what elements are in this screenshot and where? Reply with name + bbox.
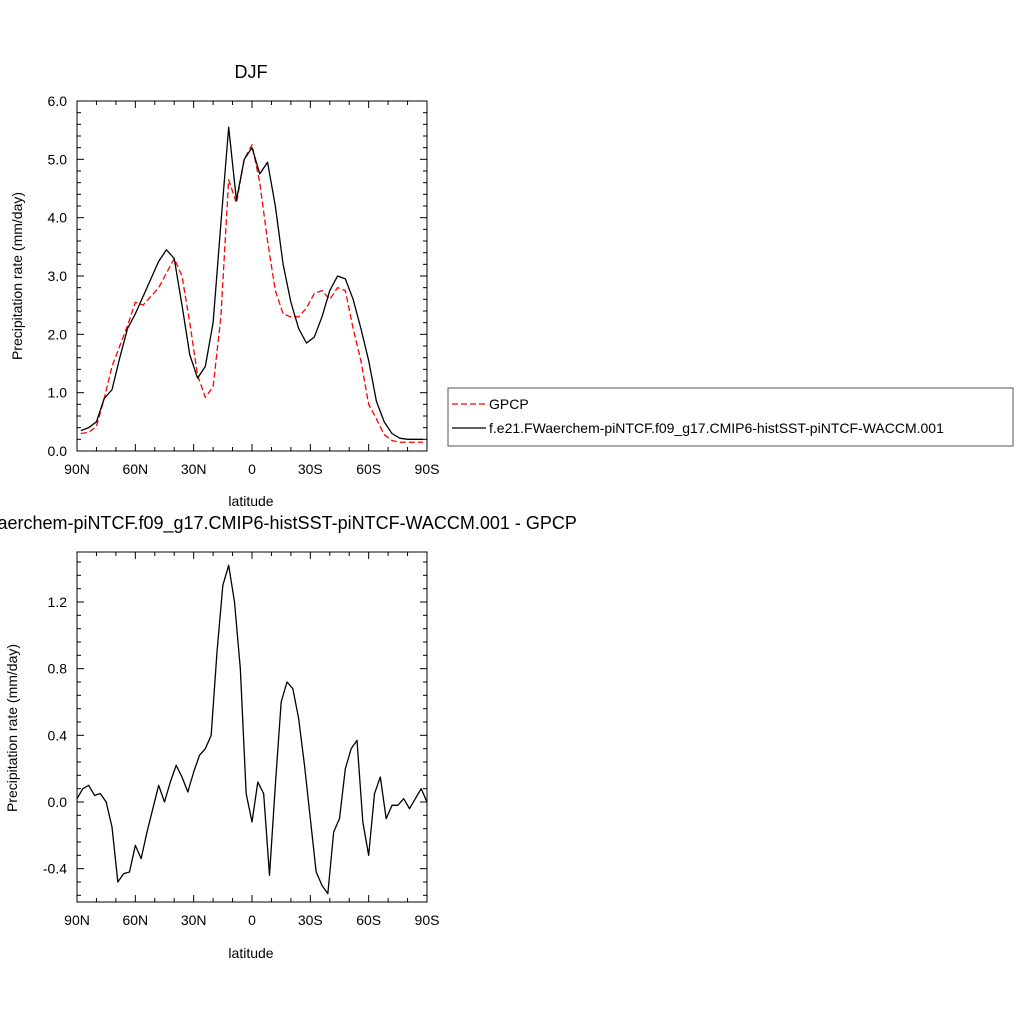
x-tick-label: 30S: [298, 912, 323, 928]
x-tick-label: 30N: [181, 912, 207, 928]
chart-title: f.e21.FWaerchem-piNTCF.f09_g17.CMIP6-his…: [0, 513, 577, 534]
panel-difference: f.e21.FWaerchem-piNTCF.f09_g17.CMIP6-his…: [0, 513, 577, 961]
y-tick-label: 0.0: [48, 794, 68, 810]
legend-label-gpcp: GPCP: [489, 396, 529, 412]
x-tick-label: 0: [248, 461, 256, 477]
y-tick-label: 0.0: [48, 443, 68, 459]
plot-frame: [76, 100, 428, 452]
plot-frame: [76, 551, 428, 903]
y-axis-label: Precipitation rate (mm/day): [4, 644, 20, 812]
y-axis-label: Precipitation rate (mm/day): [9, 192, 25, 360]
x-tick-label: 30N: [181, 461, 207, 477]
x-tick-label: 0: [248, 912, 256, 928]
y-tick-label: 3.0: [48, 268, 68, 284]
x-tick-label: 60S: [356, 912, 381, 928]
y-tick-label: 1.2: [48, 594, 68, 610]
legend-label-model: f.e21.FWaerchem-piNTCF.f09_g17.CMIP6-his…: [489, 420, 944, 436]
y-tick-label: 4.0: [48, 210, 68, 226]
y-tick-label: 0.4: [48, 727, 68, 743]
y-tick-label: 5.0: [48, 151, 68, 167]
chart-title: DJF: [235, 62, 268, 82]
x-tick-label: 60N: [122, 461, 148, 477]
x-axis-label: latitude: [228, 945, 273, 961]
x-axis-label: latitude: [228, 493, 273, 509]
y-tick-label: 1.0: [48, 385, 68, 401]
y-tick-label: 0.8: [48, 661, 68, 677]
plot-area: 90N 60N 30N 0 30S 60S 90S 0.0 1.0 2.0 3.0 4.0 5.0 6.0: [48, 93, 440, 477]
legend: GPCP f.e21.FWaerchem-piNTCF.f09_g17.CMIP…: [447, 387, 1014, 447]
x-tick-label: 90N: [64, 461, 90, 477]
series-line-gpcp: [80, 144, 424, 443]
series-line-difference: [76, 564, 428, 895]
y-tick-label: 6.0: [48, 93, 68, 109]
panel-djf: DJF 90N 60N 30N 0 30S 60S 90S 0.0 1.0 2.0 3.0 4.0 5.…: [9, 62, 1014, 509]
y-tick-label: 2.0: [48, 326, 68, 342]
x-tick-label: 30S: [298, 461, 323, 477]
plot-area: 90N 60N 30N 0 30S 60S 90S -0.4 0.0 0.4 0.8 1.2: [43, 552, 440, 928]
x-tick-label: 90S: [415, 461, 440, 477]
x-tick-label: 90S: [415, 912, 440, 928]
x-tick-label: 60N: [122, 912, 148, 928]
legend-box: [447, 387, 1014, 447]
y-tick-label: -0.4: [43, 861, 67, 877]
x-tick-label: 90N: [64, 912, 90, 928]
series-line-model: [80, 126, 424, 440]
x-tick-label: 60S: [356, 461, 381, 477]
